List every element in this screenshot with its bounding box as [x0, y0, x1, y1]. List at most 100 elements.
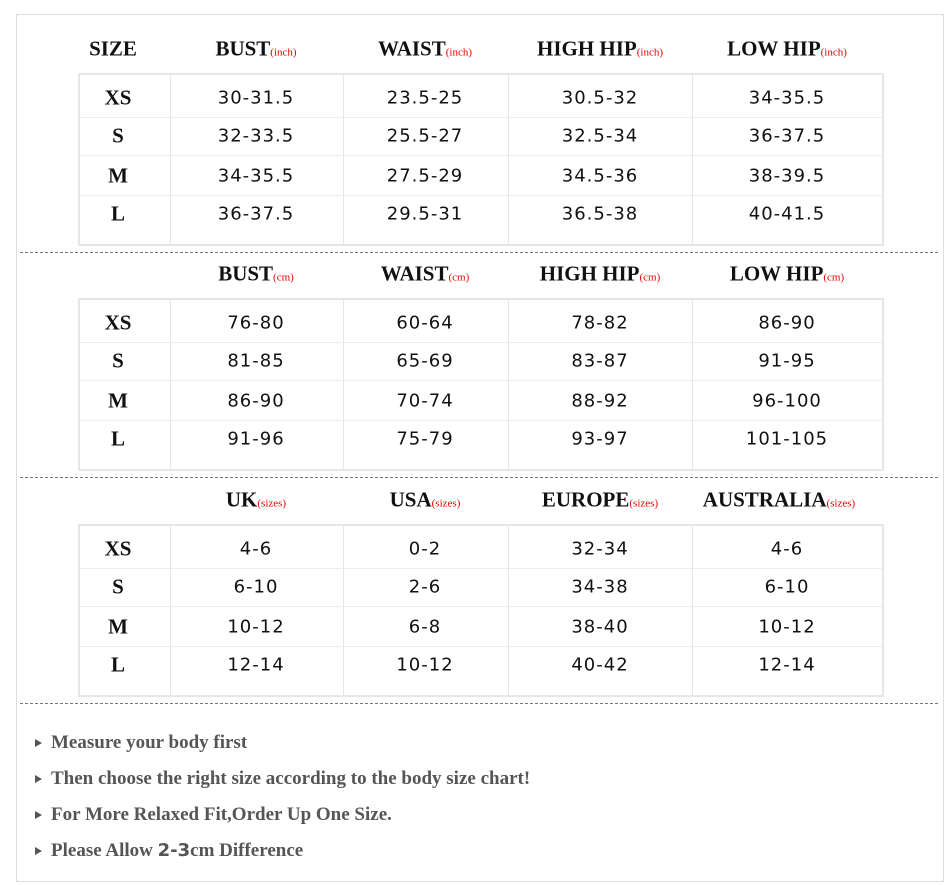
header-label: AUSTRALIA	[702, 487, 827, 512]
cell-value: 23.5-25	[386, 87, 464, 109]
cell-value: 34.5-36	[561, 165, 639, 187]
row-divider	[80, 568, 882, 569]
cell-value: 27.5-29	[386, 165, 464, 187]
cell-value: 4-6	[770, 538, 804, 560]
note: Please Allow 2-3cm Difference	[51, 840, 303, 862]
dashed-separator	[20, 477, 938, 478]
note: For More Relaxed Fit,Order Up One Size.	[51, 804, 392, 826]
cell-value: 86-90	[227, 390, 285, 412]
header-unit: (inch)	[636, 46, 664, 59]
cell-value: 78-82	[571, 312, 629, 334]
header-unit: (sizes)	[257, 497, 287, 510]
size-label: M	[108, 388, 128, 413]
size-label: XS	[104, 536, 132, 561]
header-label: UK	[225, 487, 258, 512]
size-label: L	[110, 652, 126, 677]
column-divider	[692, 300, 693, 469]
cell-value: 76-80	[227, 312, 285, 334]
column-divider	[170, 75, 171, 244]
column-divider	[508, 75, 509, 244]
column-divider	[692, 526, 693, 695]
header-label: WAIST	[378, 36, 446, 61]
column-header: AUSTRALIA(sizes)	[703, 488, 855, 513]
table-box	[78, 524, 884, 697]
column-header: BUST(cm)	[218, 262, 294, 287]
cell-value: 6-10	[233, 576, 279, 598]
bullet	[35, 775, 42, 783]
header-unit: (inch)	[270, 46, 297, 59]
column-divider	[343, 300, 344, 469]
cell-value: 6-10	[764, 576, 810, 598]
row-divider	[80, 195, 882, 196]
header-label: WAIST	[380, 261, 449, 286]
cell-value: 75-79	[396, 428, 454, 450]
header-label: USA	[389, 487, 432, 512]
cell-value: 36.5-38	[561, 203, 639, 225]
header-unit: (sizes)	[629, 497, 659, 510]
cell-value: 65-69	[396, 350, 454, 372]
note-text: 2-3	[157, 840, 191, 861]
size-label: L	[110, 201, 126, 226]
row-divider	[80, 380, 882, 381]
column-header: WAIST(inch)	[378, 37, 472, 62]
cell-value: 91-95	[758, 350, 816, 372]
note-text: For More Relaxed Fit,Order Up One Size.	[51, 804, 392, 825]
header-unit: (cm)	[639, 271, 661, 284]
size-label: XS	[104, 310, 132, 335]
cell-value: 96-100	[752, 390, 822, 412]
header-unit: (sizes)	[826, 497, 856, 510]
table-box	[78, 298, 884, 471]
dashed-separator	[20, 703, 938, 704]
header-label: HIGH HIP	[539, 261, 640, 286]
header-unit: (cm)	[448, 271, 470, 284]
size-label: M	[108, 163, 128, 188]
row-divider	[80, 342, 882, 343]
row-divider	[80, 155, 882, 156]
note-text: Please Allow	[51, 840, 158, 861]
cell-value: 30-31.5	[217, 87, 295, 109]
frame	[16, 14, 944, 882]
size-label: XS	[104, 85, 132, 110]
note-text: cm Difference	[190, 840, 304, 861]
row-divider	[80, 646, 882, 647]
row-divider	[80, 117, 882, 118]
column-header: LOW HIP(inch)	[727, 37, 847, 62]
bullet	[35, 811, 42, 819]
bullet	[35, 739, 42, 747]
column-divider	[692, 75, 693, 244]
cell-value: 81-85	[227, 350, 285, 372]
cell-value: 32.5-34	[561, 125, 639, 147]
column-header: WAIST(cm)	[381, 262, 469, 287]
column-divider	[508, 300, 509, 469]
header-unit: (inch)	[820, 46, 847, 59]
header-label: LOW HIP	[729, 261, 824, 286]
note: Then choose the right size according to …	[51, 768, 530, 790]
table-box	[78, 73, 884, 246]
cell-value: 0-2	[408, 538, 442, 560]
row-divider	[80, 420, 882, 421]
cell-value: 70-74	[396, 390, 454, 412]
cell-value: 10-12	[758, 616, 816, 638]
header-label: HIGH HIP	[536, 36, 637, 61]
size-label: M	[108, 614, 128, 639]
note-text: Measure your body first	[51, 732, 248, 753]
header-unit: (inch)	[445, 46, 472, 59]
column-header: HIGH HIP(inch)	[537, 37, 663, 62]
cell-value: 10-12	[396, 654, 454, 676]
cell-value: 2-6	[408, 576, 442, 598]
cell-value: 30.5-32	[561, 87, 639, 109]
header-label: BUST	[218, 261, 274, 286]
cell-value: 34-35.5	[748, 87, 826, 109]
cell-value: 40-42	[571, 654, 629, 676]
cell-value: 10-12	[227, 616, 285, 638]
column-header: HIGH HIP(cm)	[540, 262, 661, 287]
cell-value: 38-39.5	[748, 165, 826, 187]
bullet	[35, 847, 42, 855]
cell-value: 40-41.5	[748, 203, 826, 225]
header-unit: (cm)	[823, 271, 845, 284]
cell-value: 101-105	[745, 428, 829, 450]
column-divider	[343, 526, 344, 695]
column-header: UK(sizes)	[226, 488, 286, 513]
header-unit: (cm)	[273, 271, 294, 284]
